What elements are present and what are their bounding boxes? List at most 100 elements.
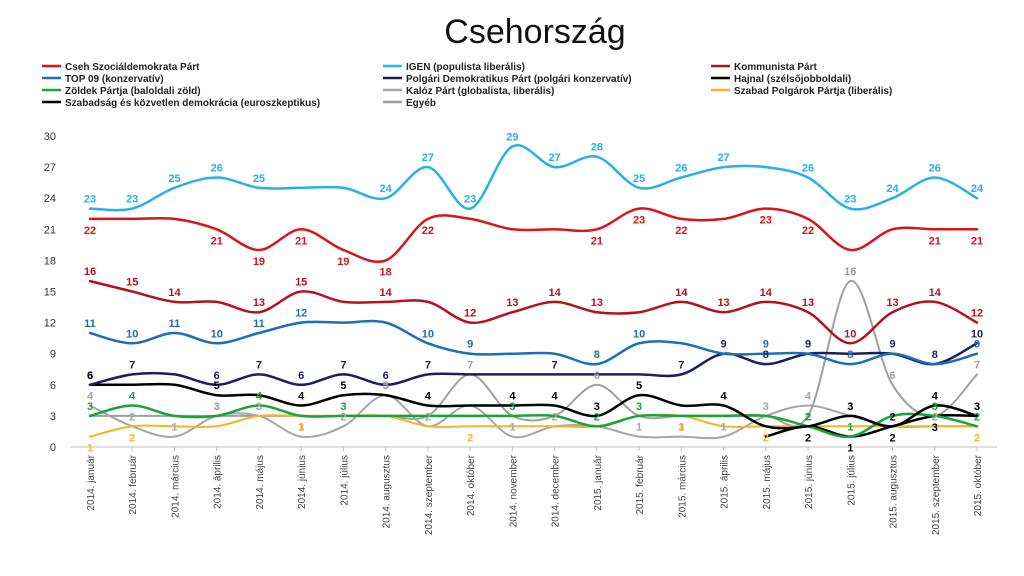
data-label: 5 [636,380,642,392]
data-label: 4 [298,391,305,403]
data-label: 2 [932,411,938,423]
data-label: 21 [211,235,223,247]
data-label: 14 [760,287,773,299]
data-label: 13 [591,297,603,309]
data-label: 1 [509,422,515,434]
data-label: 13 [253,297,265,309]
data-label: 10 [422,328,434,340]
data-label: 12 [971,308,983,320]
data-label: 28 [591,142,603,154]
data-label: 2 [805,411,811,423]
legend-entry-9: Szabadság és közvetlen demokrácia (euros… [65,98,320,109]
data-label: 5 [383,380,389,392]
chart-title: Csehország [444,13,625,51]
data-label: 8 [932,349,938,361]
data-label: 6 [889,370,895,382]
data-label: 7 [425,359,431,371]
x-tick-label: 2014. szeptember [424,454,435,535]
data-label: 26 [802,162,814,174]
y-tick-label: 27 [44,162,56,174]
data-label: 6 [594,370,600,382]
data-label: 3 [298,422,304,434]
data-label: 5 [214,380,220,392]
data-label: 4 [509,391,516,403]
x-tick-label: 2014. március [170,455,181,518]
data-label: 2 [594,411,600,423]
x-tick-label: 2015. június [804,455,815,509]
legend-entry-7: Kalóz Párt (globalista, liberális) [406,86,554,97]
data-label: 3 [636,401,642,413]
data-label: 25 [253,173,265,185]
y-tick-label: 9 [50,349,56,361]
data-label: 6 [87,370,93,382]
data-label: 29 [506,131,518,143]
data-label: 26 [675,162,687,174]
x-tick-label: 2014. december [551,454,562,527]
data-label: 2 [467,432,473,444]
data-label: 9 [763,339,769,351]
legend-entry-8: Szabad Polgárok Pártja (liberális) [734,86,892,97]
data-label: 18 [380,266,392,278]
data-label: 4 [129,391,136,403]
y-tick-label: 24 [44,193,56,205]
series-line-1 [88,144,979,212]
data-label: 21 [591,235,603,247]
y-tick-label: 0 [50,442,56,454]
x-tick-label: 2015. július [846,455,857,506]
data-label: 3 [340,401,346,413]
data-label: 3 [678,422,684,434]
data-label: 2 [805,411,811,423]
data-label: 12 [295,308,307,320]
x-tick-label: 2015. augusztus [889,455,900,528]
data-label: 4 [932,391,939,403]
data-label: 1 [636,422,642,434]
data-label: 1 [171,422,177,434]
data-label: 6 [87,370,93,382]
data-label: 13 [802,297,814,309]
data-label: 2 [805,432,811,444]
data-label: 3 [256,401,262,413]
x-tick-label: 2014. augusztus [382,455,393,528]
data-label: 7 [340,359,346,371]
series-line-7 [89,394,978,440]
data-label: 8 [847,349,853,361]
x-tick-label: 2014. február [128,454,139,514]
series-line-4 [88,342,979,387]
legend-entry-2: Kommunista Párt [734,62,817,73]
data-label: 2 [974,411,980,423]
data-label: 14 [929,287,942,299]
data-label: 22 [84,225,96,237]
x-tick-label: 2015. október [973,454,984,516]
data-label: 4 [87,391,94,403]
data-label: 3 [509,401,515,413]
data-label: 27 [548,152,560,164]
data-label: 7 [129,359,135,371]
legend-entry-0: Cseh Szociáldemokrata Párt [65,62,200,73]
legend-entry-6: Zöldek Pártja (baloldali zöld) [65,86,201,97]
data-label: 21 [929,235,941,247]
data-label: 27 [717,152,729,164]
data-label: 23 [126,194,138,206]
data-label: 23 [84,194,96,206]
data-label: 5 [383,380,389,392]
data-label: 25 [633,173,645,185]
y-tick-label: 21 [44,224,56,236]
x-tick-label: 2014. április [213,455,224,509]
data-label: 15 [295,277,307,289]
data-label: 9 [889,339,895,351]
x-tick-label: 2015. május [762,455,773,509]
x-tick-label: 2015. január [593,454,604,510]
data-label: 27 [422,152,434,164]
legend-entry-1: IGEN (populista liberális) [406,62,525,73]
x-tick-label: 2014. január [86,454,97,510]
series-line-6 [88,404,979,439]
data-label: 22 [802,225,814,237]
data-label: 14 [548,287,561,299]
data-label: 1 [87,443,93,455]
x-tick-label: 2014. október [466,454,477,516]
legend: Cseh Szociáldemokrata Párt IGEN (populist… [42,62,892,109]
data-label: 2 [552,411,558,423]
data-label: 2 [129,411,135,423]
series-lines [88,144,979,440]
data-label: 3 [847,401,853,413]
